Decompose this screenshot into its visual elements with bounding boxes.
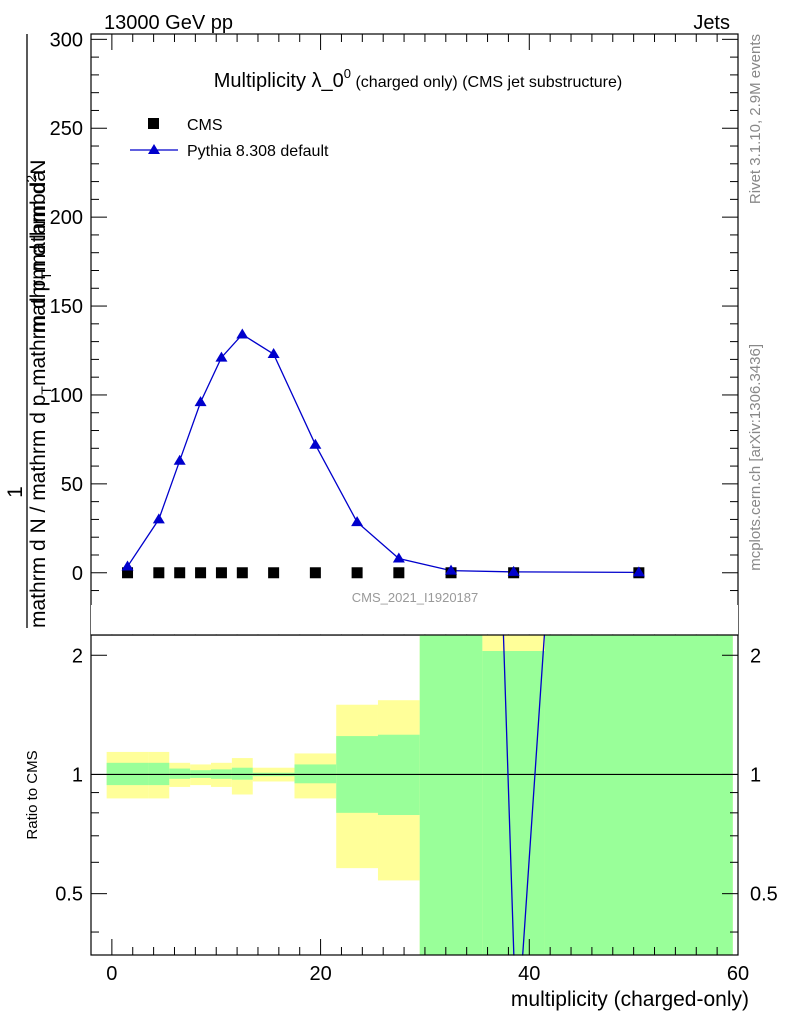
mc-point (445, 564, 458, 575)
ratio-y-tick-label-right: 0.5 (750, 884, 778, 906)
stat-uncertainty-band (544, 635, 733, 955)
ratio-upper-mask (91, 605, 738, 635)
plot-title-main: Multiplicity λ_0 (214, 70, 344, 92)
plot-title: Multiplicity λ_00 (charged only) (CMS je… (214, 66, 622, 92)
cms-point (351, 567, 363, 579)
ratio-y-axis: 0.5 0.5 1 1 2 2 (55, 645, 778, 933)
ratio-y-tick-label-right: 2 (750, 645, 761, 667)
mc-point (236, 328, 249, 339)
y-tick-label: 50 (61, 474, 83, 496)
x-tick-label: 40 (518, 963, 540, 985)
x-axis-label: multiplicity (charged-only) (511, 988, 749, 1011)
y-tick-label: 250 (50, 118, 83, 140)
main-plot-data (121, 328, 645, 579)
main-y-axis-label: 1 mathrm d N / mathrm d pTmathrm d pTmat… (4, 34, 54, 628)
ratio-y-axis-label: Ratio to CMS (24, 750, 41, 839)
x-tick-label: 60 (727, 963, 749, 985)
analysis-id-label: CMS_2021_I1920187 (352, 590, 479, 605)
legend: CMS Pythia 8.308 default (130, 117, 329, 160)
y-label-numerator-end: N (27, 160, 50, 175)
ratio-y-tick-label-right: 1 (750, 764, 761, 786)
mc-line (126, 333, 639, 574)
y-tick-label: 150 (50, 296, 83, 318)
mcplots-credit-label: mcplots.cern.ch [arXiv:1306.3436] (747, 344, 764, 571)
mc-point (121, 560, 134, 571)
ratio-plot-frame (90, 634, 739, 956)
mc-point (215, 351, 228, 362)
mc-point (267, 348, 280, 359)
stat-uncertainty-band (169, 768, 191, 779)
cms-point (393, 567, 405, 579)
mc-point (632, 566, 645, 577)
y-tick-label: 100 (50, 385, 83, 407)
mc-point (194, 396, 207, 407)
cms-point (215, 567, 227, 579)
mc-point (507, 565, 520, 576)
y-tick-label: 0 (72, 563, 83, 585)
legend-marker-pythia (148, 144, 160, 154)
stat-uncertainty-band (482, 651, 545, 955)
y-label-superscript: 2 (23, 175, 39, 183)
y-label-subscript-1: T (38, 386, 54, 395)
cms-point (153, 567, 165, 579)
cms-point (268, 567, 280, 579)
y-label-denominator-main: mathrm d N / mathrm d p (27, 395, 50, 628)
cms-point (236, 567, 248, 579)
legend-label-cms: CMS (187, 117, 223, 134)
ratio-plot-data (91, 605, 738, 986)
y-label-tail: mathrm d lambda (27, 170, 50, 334)
y-label-subscript-2: T (38, 271, 54, 280)
y-label-numerator: mathrm d (27, 183, 50, 272)
rivet-version-label: Rivet 3.1.10, 2.9M events (747, 34, 764, 204)
process-label: Jets (693, 12, 730, 34)
mc-point (173, 454, 186, 465)
stat-uncertainty-band (231, 767, 253, 780)
y-label-prefix: 1 (4, 486, 27, 498)
ratio-y-tick-label: 0.5 (55, 884, 83, 906)
ratio-plot-panel: 0.5 0.5 1 1 2 2 0 20 40 60 Ratio to CMS multipli… (24, 605, 778, 1011)
x-tick-label: 0 (106, 963, 117, 985)
mc-point (392, 552, 405, 563)
cms-point (122, 567, 134, 579)
ratio-lower-mask (91, 955, 738, 986)
ratio-y-tick-label: 2 (72, 645, 83, 667)
plot-title-suffix: (charged only) (CMS jet substructure) (351, 74, 622, 91)
ratio-y-tick-label: 1 (72, 764, 83, 786)
ratio-x-axis: 0 20 40 60 (106, 939, 749, 985)
y-label-middle: mathrm d p (27, 280, 50, 386)
collision-energy-label: 13000 GeV pp (104, 12, 233, 34)
y-tick-label: 300 (50, 29, 83, 51)
cms-point (195, 567, 207, 579)
stat-uncertainty-band (419, 635, 483, 955)
main-y-axis: 0 50 100 150 200 250 300 (50, 29, 739, 635)
mc-point (351, 516, 364, 527)
plot-title-superscript: 0 (344, 66, 351, 81)
cms-point (309, 567, 321, 579)
mc-point (309, 438, 322, 449)
y-tick-label: 200 (50, 207, 83, 229)
mc-point (152, 513, 165, 524)
cms-point (174, 567, 186, 579)
y-label-denominator: mathrm d N / mathrm d pTmathrm d pTmathr… (23, 160, 54, 628)
x-tick-label: 20 (309, 963, 331, 985)
legend-marker-cms (148, 118, 159, 129)
legend-label-pythia: Pythia 8.308 default (187, 143, 329, 160)
